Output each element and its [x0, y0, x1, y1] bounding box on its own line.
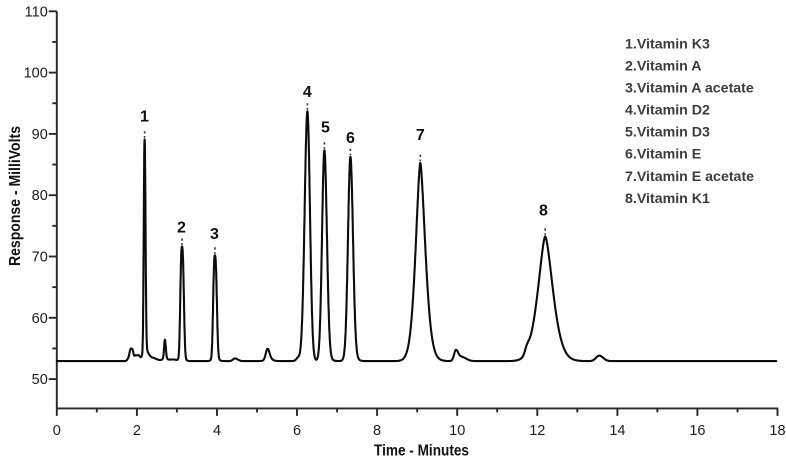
svg-text:5: 5 — [321, 120, 330, 137]
svg-text:100: 100 — [24, 66, 48, 82]
svg-text:3: 3 — [210, 226, 219, 243]
svg-text:60: 60 — [32, 311, 48, 327]
svg-text:8: 8 — [373, 423, 381, 439]
svg-text:3.Vitamin A acetate: 3.Vitamin A acetate — [625, 81, 754, 97]
svg-text:7: 7 — [416, 127, 425, 144]
svg-text:6.Vitamin E: 6.Vitamin E — [625, 147, 701, 163]
svg-text:90: 90 — [32, 127, 48, 143]
svg-text:6: 6 — [346, 130, 355, 147]
svg-text:8: 8 — [539, 203, 548, 220]
svg-text:2: 2 — [177, 220, 186, 237]
svg-text:4: 4 — [303, 84, 312, 101]
svg-text:1.Vitamin K3: 1.Vitamin K3 — [625, 36, 710, 52]
svg-text:10: 10 — [449, 423, 465, 439]
svg-text:18: 18 — [769, 423, 785, 439]
svg-text:80: 80 — [32, 188, 48, 204]
svg-text:70: 70 — [32, 250, 48, 266]
svg-text:12: 12 — [529, 423, 545, 439]
svg-text:7.Vitamin E acetate: 7.Vitamin E acetate — [625, 169, 754, 185]
svg-text:2: 2 — [133, 423, 141, 439]
svg-text:8.Vitamin K1: 8.Vitamin K1 — [625, 191, 710, 207]
svg-text:50: 50 — [32, 372, 48, 388]
svg-text:4.Vitamin D2: 4.Vitamin D2 — [625, 103, 710, 119]
svg-text:0: 0 — [53, 423, 61, 439]
svg-text:4: 4 — [213, 423, 221, 439]
svg-text:14: 14 — [609, 423, 625, 439]
svg-text:Time - Minutes: Time - Minutes — [374, 443, 469, 460]
svg-text:16: 16 — [689, 423, 705, 439]
svg-text:6: 6 — [293, 423, 301, 439]
svg-text:1: 1 — [140, 109, 149, 126]
svg-text:2.Vitamin A: 2.Vitamin A — [625, 59, 701, 75]
svg-text:110: 110 — [25, 4, 48, 20]
svg-text:Response - MilliVolts: Response - MilliVolts — [7, 126, 24, 266]
svg-text:5.Vitamin D3: 5.Vitamin D3 — [625, 125, 710, 141]
